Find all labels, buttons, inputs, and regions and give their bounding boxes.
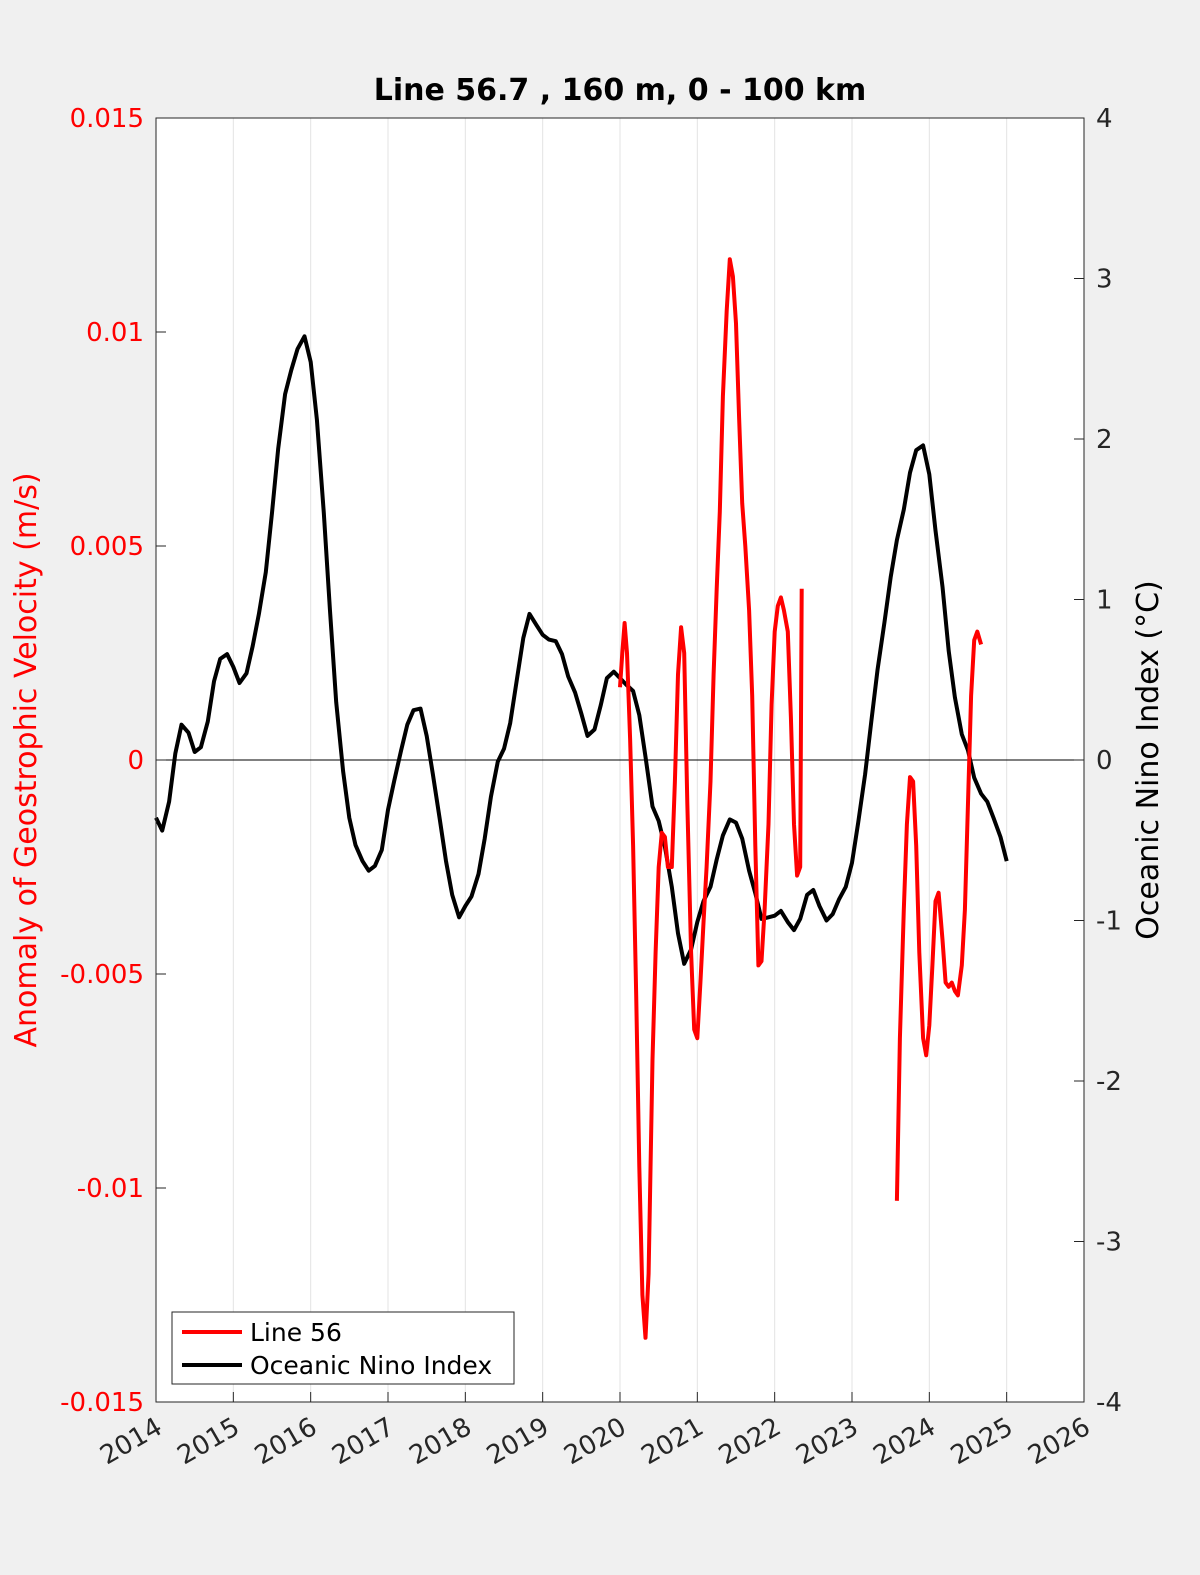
y-right-tick-label: -1 [1096, 907, 1122, 937]
y-right-tick-label: 2 [1096, 425, 1113, 455]
legend-label-oni: Oceanic Nino Index [250, 1351, 492, 1380]
y-right-tick-label: -3 [1096, 1228, 1122, 1258]
y-right-tick-label: 1 [1096, 586, 1113, 616]
y-right-tick-label: 3 [1096, 265, 1113, 295]
y-left-tick-label: 0.01 [86, 318, 144, 348]
y-left-tick-label: 0 [127, 746, 144, 776]
y-right-tick-label: -4 [1096, 1388, 1122, 1418]
y-left-axis: -0.015 -0.01 -0.005 0 0.005 0.01 0.015 [60, 104, 166, 1418]
y-left-tick-label: -0.005 [60, 960, 144, 990]
legend-label-line-56: Line 56 [250, 1318, 342, 1347]
y-right-axis: -4 -3 -2 -1 0 1 2 3 4 [1074, 104, 1122, 1418]
y-right-tick-label: 0 [1096, 746, 1113, 776]
y-left-tick-label: 0.005 [70, 532, 144, 562]
y-left-axis-label: Anomaly of Geostrophic Velocity (m/s) [9, 472, 44, 1047]
series-line-oceanic-nino-index [154, 334, 1009, 966]
series-line-line-56-segment-1 [618, 257, 804, 1340]
y-left-tick-label: -0.015 [60, 1388, 144, 1418]
series-line-line-56-segment-2 [894, 629, 984, 1201]
y-right-tick-label: 4 [1096, 104, 1113, 134]
legend-box [171, 1311, 515, 1385]
chart-title: Line 56.7 , 160 m, 0 - 100 km [374, 73, 867, 108]
y-right-axis-label: Oceanic Nino Index (°C) [1131, 580, 1166, 940]
legend: Line 56 Oceanic Nino Index [171, 1311, 515, 1385]
y-right-tick-label: -2 [1096, 1067, 1122, 1097]
series-layer [154, 257, 1009, 1340]
y-left-tick-label: 0.015 [70, 104, 144, 134]
y-left-tick-label: -0.01 [77, 1174, 144, 1204]
